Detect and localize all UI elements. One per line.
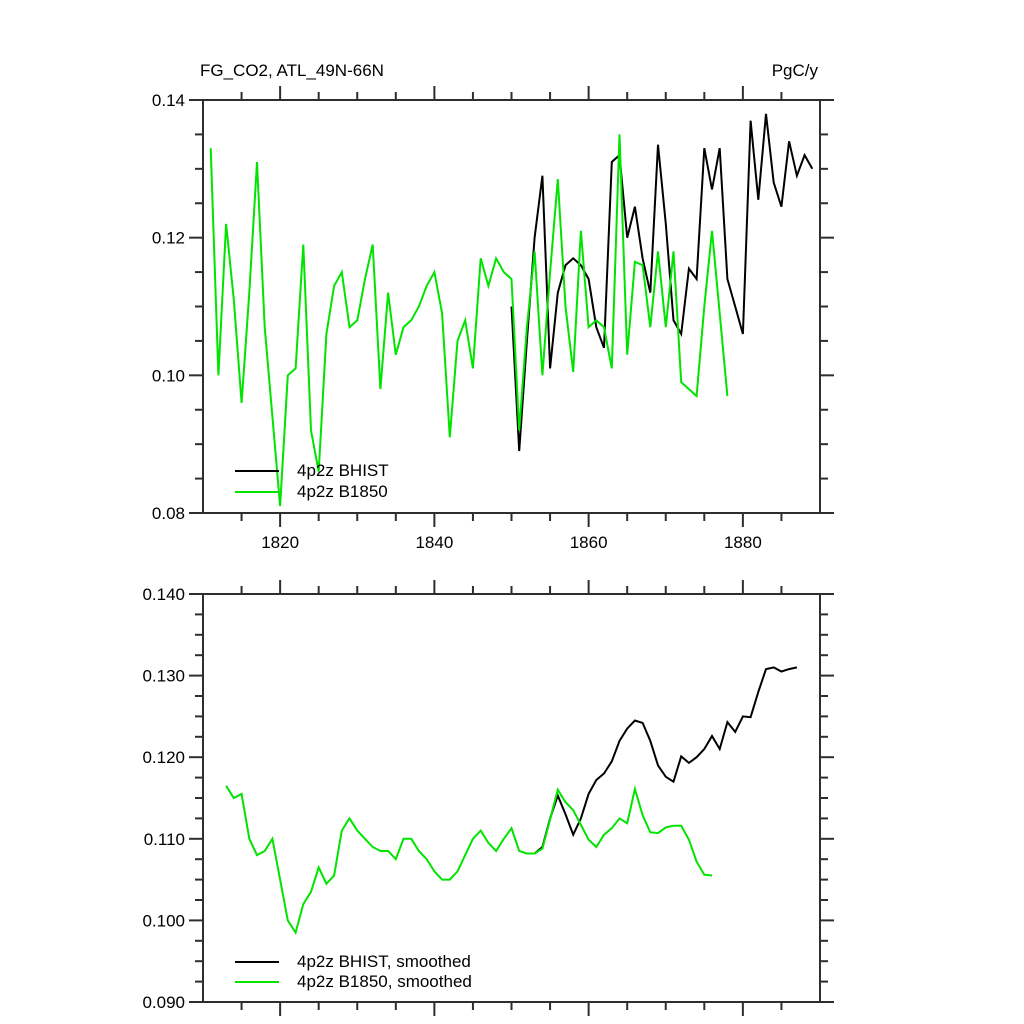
tick-label: 0.100 — [142, 911, 185, 930]
tick-label: 0.140 — [142, 585, 185, 604]
bottom-legend-line-b1850-smoothed — [235, 981, 279, 983]
top-chart-units-label: PgC/y — [771, 61, 818, 80]
top-chart-title: FG_CO2, ATL_49N-66N — [200, 61, 384, 80]
tick-label: 0.120 — [142, 748, 185, 767]
top-legend-line-b1850 — [235, 491, 279, 493]
bottom-series-4p2z-bhist-smoothed — [526, 666, 798, 855]
top-legend-label-b1850: 4p2z B1850 — [297, 482, 388, 501]
top-series-4p2z-b1850 — [209, 134, 729, 507]
tick-label: 1820 — [261, 533, 299, 552]
top-legend-line-bhist — [235, 470, 279, 472]
bottom-legend-label-bhist-smoothed: 4p2z BHIST, smoothed — [297, 952, 471, 971]
tick-label: 1880 — [724, 533, 762, 552]
tick-label: 0.08 — [152, 504, 185, 523]
bottom-legend-line-bhist-smoothed — [235, 961, 279, 963]
bottom-chart-frame — [202, 593, 821, 1003]
tick-label: 0.14 — [152, 91, 185, 110]
tick-label: 1840 — [415, 533, 453, 552]
top-chart: 1820 1840 1860 1880 0.08 0.10 0.12 0.14 — [152, 86, 834, 552]
tick-label: 0.110 — [144, 830, 185, 849]
tick-label: 0.12 — [152, 229, 185, 248]
tick-label: 0.090 — [142, 993, 185, 1012]
tick-label: 1860 — [570, 533, 608, 552]
top-legend-label-bhist: 4p2z BHIST — [297, 461, 389, 480]
bottom-legend-label-b1850-smoothed: 4p2z B1850, smoothed — [297, 972, 472, 991]
tick-label: 0.130 — [142, 667, 185, 686]
bottom-series-4p2z-b1850-smoothed — [225, 785, 713, 936]
tick-label: 0.10 — [152, 366, 185, 385]
bottom-chart: 0.090 0.100 0.110 0.120 0.130 0.140 — [142, 580, 834, 1016]
top-series-4p2z-bhist — [510, 113, 814, 452]
